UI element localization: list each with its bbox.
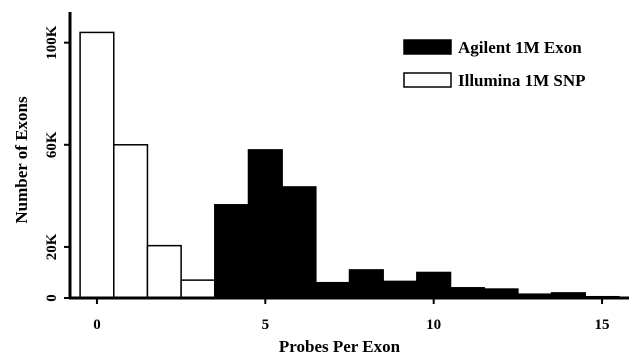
bar-illumina-0 xyxy=(79,31,115,299)
y-tick-label: 0 xyxy=(44,294,60,302)
x-tick-label: 0 xyxy=(93,317,101,333)
bar-agilent-5 xyxy=(247,149,283,299)
legend-swatch-agilent xyxy=(403,39,452,55)
y-tick-label: 100K xyxy=(44,25,60,60)
x-tick-label: 5 xyxy=(262,317,270,333)
bar-agilent-9 xyxy=(382,280,418,299)
bar-illumina-2 xyxy=(146,244,182,299)
bar-illumina-1 xyxy=(113,144,149,299)
bar-agilent-8 xyxy=(348,269,384,299)
y-tick-label: 20K xyxy=(44,233,60,260)
bar-agilent-4 xyxy=(214,204,250,299)
x-tick-label: 15 xyxy=(595,317,610,333)
bar-illumina-3 xyxy=(180,279,216,299)
bar-agilent-10 xyxy=(416,271,452,299)
ticks-layer: 0 20K 60K 100K 0 5 10 15 xyxy=(44,25,610,333)
bar-agilent-7 xyxy=(315,281,351,299)
legend-swatch-illumina xyxy=(403,72,452,88)
x-axis-title: Probes Per Exon xyxy=(279,337,401,356)
bar-agilent-11 xyxy=(449,287,485,299)
legend-label-illumina: Illumina 1M SNP xyxy=(458,71,586,90)
legend-label-agilent: Agilent 1M Exon xyxy=(458,38,582,57)
y-tick-label: 60K xyxy=(44,131,60,158)
x-tick-label: 10 xyxy=(426,317,441,333)
bars-layer xyxy=(79,31,620,299)
legend: Agilent 1M Exon Illumina 1M SNP xyxy=(403,38,586,90)
bar-agilent-6 xyxy=(281,186,317,299)
y-axis-title: Number of Exons xyxy=(12,96,31,224)
